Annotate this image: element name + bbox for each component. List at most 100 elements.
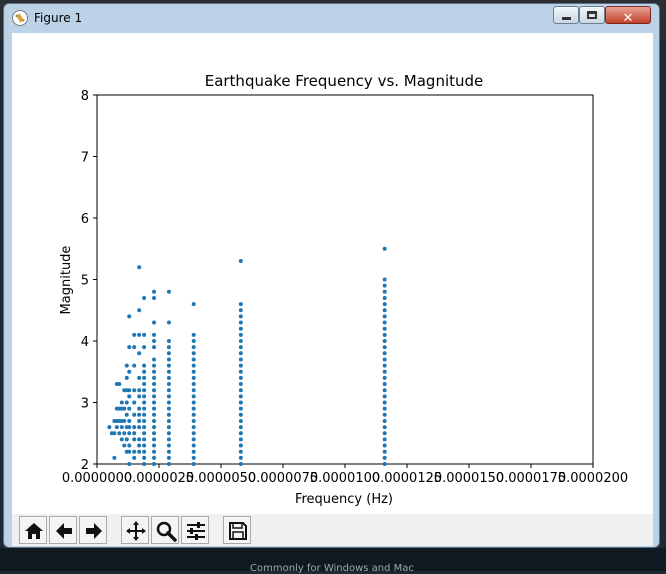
data-point [382,289,387,294]
data-point [238,425,243,430]
forward-arrow-icon [86,523,102,539]
x-tick-label: 0.0000100 [310,471,380,486]
x-tick-label: 0.0000075 [248,471,318,486]
data-point [152,455,157,460]
data-point [152,431,157,436]
data-point [238,302,243,307]
data-point [119,425,124,430]
data-point [238,412,243,417]
data-point [166,412,171,417]
data-point [191,388,196,393]
data-point [382,246,387,251]
data-point [166,443,171,448]
data-point [137,412,142,417]
y-axis-ticks: 2 3 4 5 6 7 8 [81,89,97,473]
data-point [191,339,196,343]
data-point [152,443,157,448]
data-point [142,437,147,442]
desktop-background-bottom [0,548,666,571]
data-point [124,449,129,454]
data-point [142,462,147,466]
data-point [238,369,243,374]
data-point [382,455,387,460]
data-point [124,400,129,405]
y-tick-label: 3 [81,397,89,412]
plot-frame [96,94,594,465]
data-point [124,375,129,380]
title-bar[interactable]: Figure 1 ✕ [4,4,659,32]
data-point [382,326,387,331]
data-point [238,400,243,405]
data-point [382,388,387,393]
data-point [191,455,196,460]
x-tick-label: 0.0000050 [186,471,256,486]
data-point [142,388,147,393]
data-point [124,437,129,442]
close-button[interactable]: ✕ [605,6,651,26]
data-point [132,345,137,350]
data-point [191,412,196,417]
minimize-button[interactable] [553,6,579,24]
y-tick-label: 7 [81,151,89,166]
data-point [238,339,243,343]
data-point [238,437,243,442]
data-point [137,449,142,454]
data-point [152,425,157,430]
data-point [122,388,127,393]
data-point [152,462,157,466]
data-point [191,363,196,368]
data-point [127,418,132,423]
data-point [142,382,147,387]
data-point [166,339,171,343]
data-point [152,406,157,411]
data-point [114,382,119,387]
data-point [132,425,137,430]
maximize-button[interactable] [579,6,605,24]
data-point [382,412,387,417]
data-point [137,425,142,430]
data-point [142,332,147,337]
data-point [132,388,137,393]
zoom-button[interactable] [151,516,179,544]
back-button[interactable] [49,516,77,544]
data-point [191,400,196,405]
forward-button[interactable] [79,516,107,544]
data-point [152,418,157,423]
data-point [152,437,157,442]
data-point [382,351,387,356]
data-point [238,388,243,393]
data-point [382,339,387,343]
x-tick-label: 0.0000200 [558,471,628,486]
close-icon: ✕ [622,11,634,26]
y-tick-label: 6 [81,212,89,227]
data-point [382,283,387,288]
data-point [238,314,243,319]
data-point [166,289,171,294]
save-button[interactable] [223,516,251,544]
configure-subplots-button[interactable] [181,516,209,544]
data-point [238,431,243,436]
minimize-icon [562,17,571,20]
pan-button[interactable] [121,516,149,544]
data-point [137,375,142,380]
data-point [166,418,171,423]
x-axis-ticks: 0.00000000.00000250.00000500.00000750.00… [62,464,628,486]
navigation-toolbar [12,514,653,546]
data-point [382,400,387,405]
data-point [132,400,137,405]
data-point [137,351,142,356]
data-point [142,455,147,460]
data-point [191,375,196,380]
data-point [382,295,387,300]
data-point [382,363,387,368]
data-point [137,437,142,442]
data-point [112,455,117,460]
home-button[interactable] [19,516,47,544]
data-point [142,412,147,417]
data-point [166,455,171,460]
y-tick-label: 5 [81,274,89,289]
data-point [191,332,196,337]
x-tick-label: 0.0000175 [496,471,566,486]
data-point [382,320,387,325]
data-point [114,406,119,411]
